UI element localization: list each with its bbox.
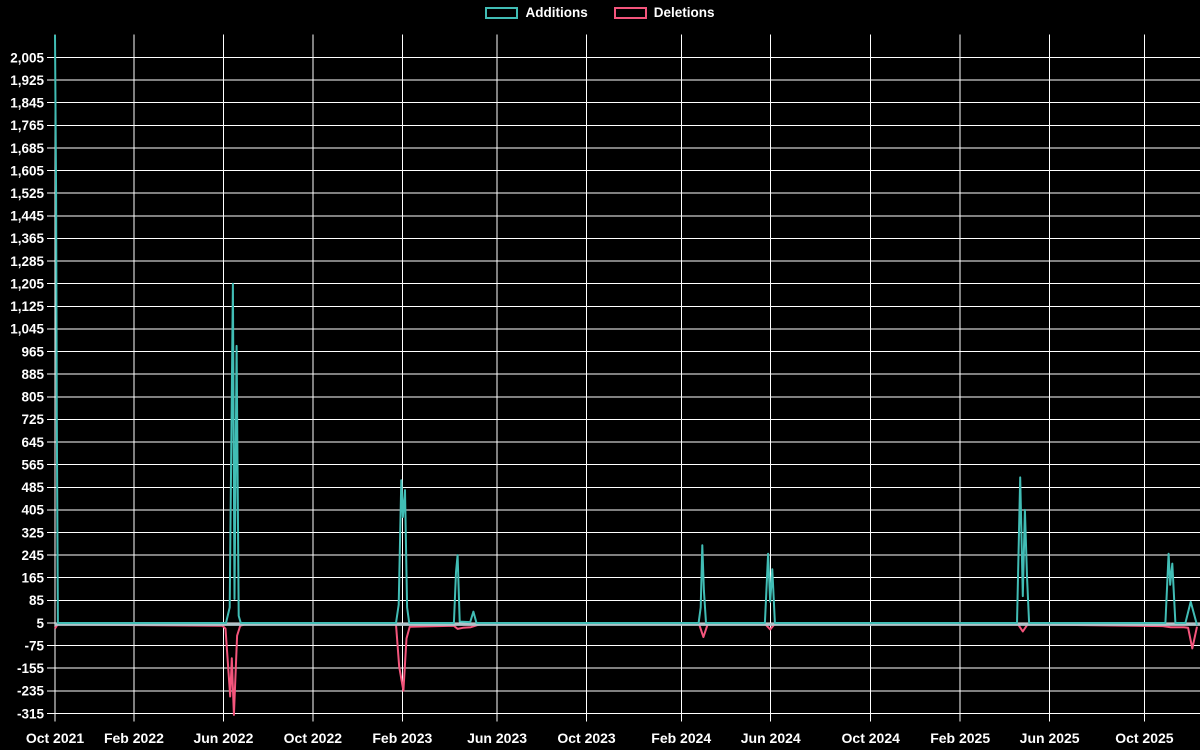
y-tick-label: 325 <box>21 525 44 540</box>
x-tick-label: Feb 2023 <box>372 730 432 746</box>
y-tick-label: 85 <box>29 593 45 608</box>
y-tick-label: 1,605 <box>10 163 44 178</box>
x-tick-label: Oct 2022 <box>284 730 343 746</box>
y-tick-label: 485 <box>21 480 44 495</box>
y-tick-label: 1,285 <box>10 254 44 269</box>
y-tick-label: 645 <box>21 435 44 450</box>
y-tick-label: 1,445 <box>10 209 44 224</box>
x-tick-label: Feb 2024 <box>651 730 711 746</box>
y-tick-label: 1,765 <box>10 118 44 133</box>
y-tick-label: 725 <box>21 412 44 427</box>
y-tick-label: 1,045 <box>10 322 44 337</box>
x-tick-label: Jun 2023 <box>467 730 527 746</box>
x-tick-label: Oct 2023 <box>557 730 616 746</box>
y-tick-label: -155 <box>17 661 45 676</box>
y-tick-label: 245 <box>21 548 44 563</box>
chart-legend: Additions Deletions <box>0 6 1200 20</box>
x-tick-label: Jun 2022 <box>193 730 253 746</box>
legend-label-deletions: Deletions <box>653 5 715 20</box>
y-tick-label: -235 <box>17 684 45 699</box>
y-tick-label: 1,925 <box>10 73 44 88</box>
legend-label-additions: Additions <box>525 5 588 20</box>
x-tick-label: Oct 2021 <box>26 730 85 746</box>
y-tick-label: 1,525 <box>10 186 44 201</box>
legend-item-deletions[interactable]: Deletions <box>613 5 715 20</box>
y-tick-label: 885 <box>21 367 44 382</box>
additions-line[interactable] <box>54 34 1198 626</box>
y-tick-label: 805 <box>21 390 44 405</box>
y-tick-label: -75 <box>24 638 44 653</box>
x-tick-label: Oct 2024 <box>842 730 901 746</box>
additions-swatch-icon <box>485 6 519 19</box>
y-tick-label: 2,005 <box>10 50 44 65</box>
deletions-line[interactable] <box>54 623 1198 716</box>
x-tick-label: Oct 2025 <box>1115 730 1174 746</box>
y-tick-label: 1,365 <box>10 231 44 246</box>
deletions-swatch-icon <box>613 6 647 19</box>
y-tick-label: 1,125 <box>10 299 44 314</box>
y-tick-label: 405 <box>21 503 44 518</box>
y-tick-label: 1,685 <box>10 141 44 156</box>
x-tick-label: Jun 2024 <box>741 730 801 746</box>
x-tick-label: Jun 2025 <box>1020 730 1080 746</box>
y-tick-label: 1,205 <box>10 276 44 291</box>
x-tick-label: Feb 2022 <box>104 730 164 746</box>
y-tick-label: 965 <box>21 344 44 359</box>
legend-item-additions[interactable]: Additions <box>485 5 588 20</box>
y-tick-label: 5 <box>36 616 44 631</box>
y-tick-label: 1,845 <box>10 96 44 111</box>
x-tick-label: Feb 2025 <box>930 730 990 746</box>
y-tick-label: 165 <box>21 571 44 586</box>
y-tick-label: -315 <box>17 706 45 721</box>
y-tick-label: 565 <box>21 457 44 472</box>
